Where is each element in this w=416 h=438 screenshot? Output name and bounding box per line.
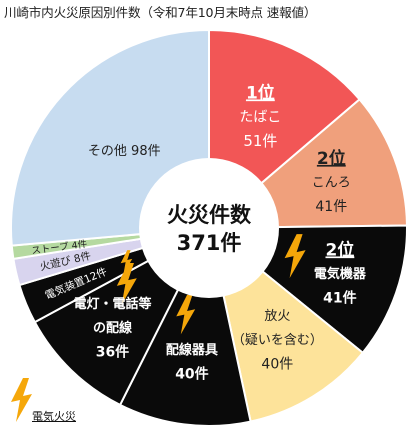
slice-bolt-5 (176, 294, 196, 335)
legend-label: 電気火災 (32, 410, 76, 423)
center-title: 火災件数 (167, 203, 252, 227)
slice-name-3: 電気機器 (314, 266, 367, 282)
slice-bolt-3 (284, 234, 306, 279)
donut-hole (139, 158, 279, 298)
slice-name-6-2: の配線 (93, 320, 133, 336)
slice-value-1: 51件 (243, 132, 277, 150)
legend: 電気火災 (8, 378, 118, 430)
slice-value-6: 36件 (96, 343, 129, 360)
slice-bolt-7 (120, 250, 133, 275)
slice-name-6-1: 電灯・電話等 (73, 296, 151, 312)
slice-value-4: 40件 (261, 356, 293, 372)
slice-value-5: 40件 (175, 365, 208, 382)
slice-rank-3: 2位 (325, 239, 354, 260)
lightning-bolt-icon (11, 378, 32, 422)
slice-name-5: 配線器具 (166, 342, 218, 358)
slice-label-10: その他 98件 (88, 144, 161, 159)
legend-bolt-shape (11, 378, 32, 422)
slice-name-2: こんろ (312, 176, 351, 191)
slice-bolt-6 (116, 263, 137, 305)
slice-name-4-1: 放火 (264, 309, 290, 324)
slice-rank-1: 1位 (246, 82, 275, 103)
slice-rank-2: 2位 (317, 148, 346, 169)
slice-name-1: たばこ (239, 109, 281, 125)
slice-value-3: 41件 (323, 289, 356, 306)
slice-name-4-2: （疑いを含む） (232, 332, 323, 348)
slice-value-2: 41件 (315, 199, 347, 215)
electric-bolts (116, 234, 306, 335)
center-total: 371件 (177, 231, 242, 255)
chart-title: 川崎市内火災原因別件数（令和7年10月末時点 速報値） (4, 5, 317, 20)
